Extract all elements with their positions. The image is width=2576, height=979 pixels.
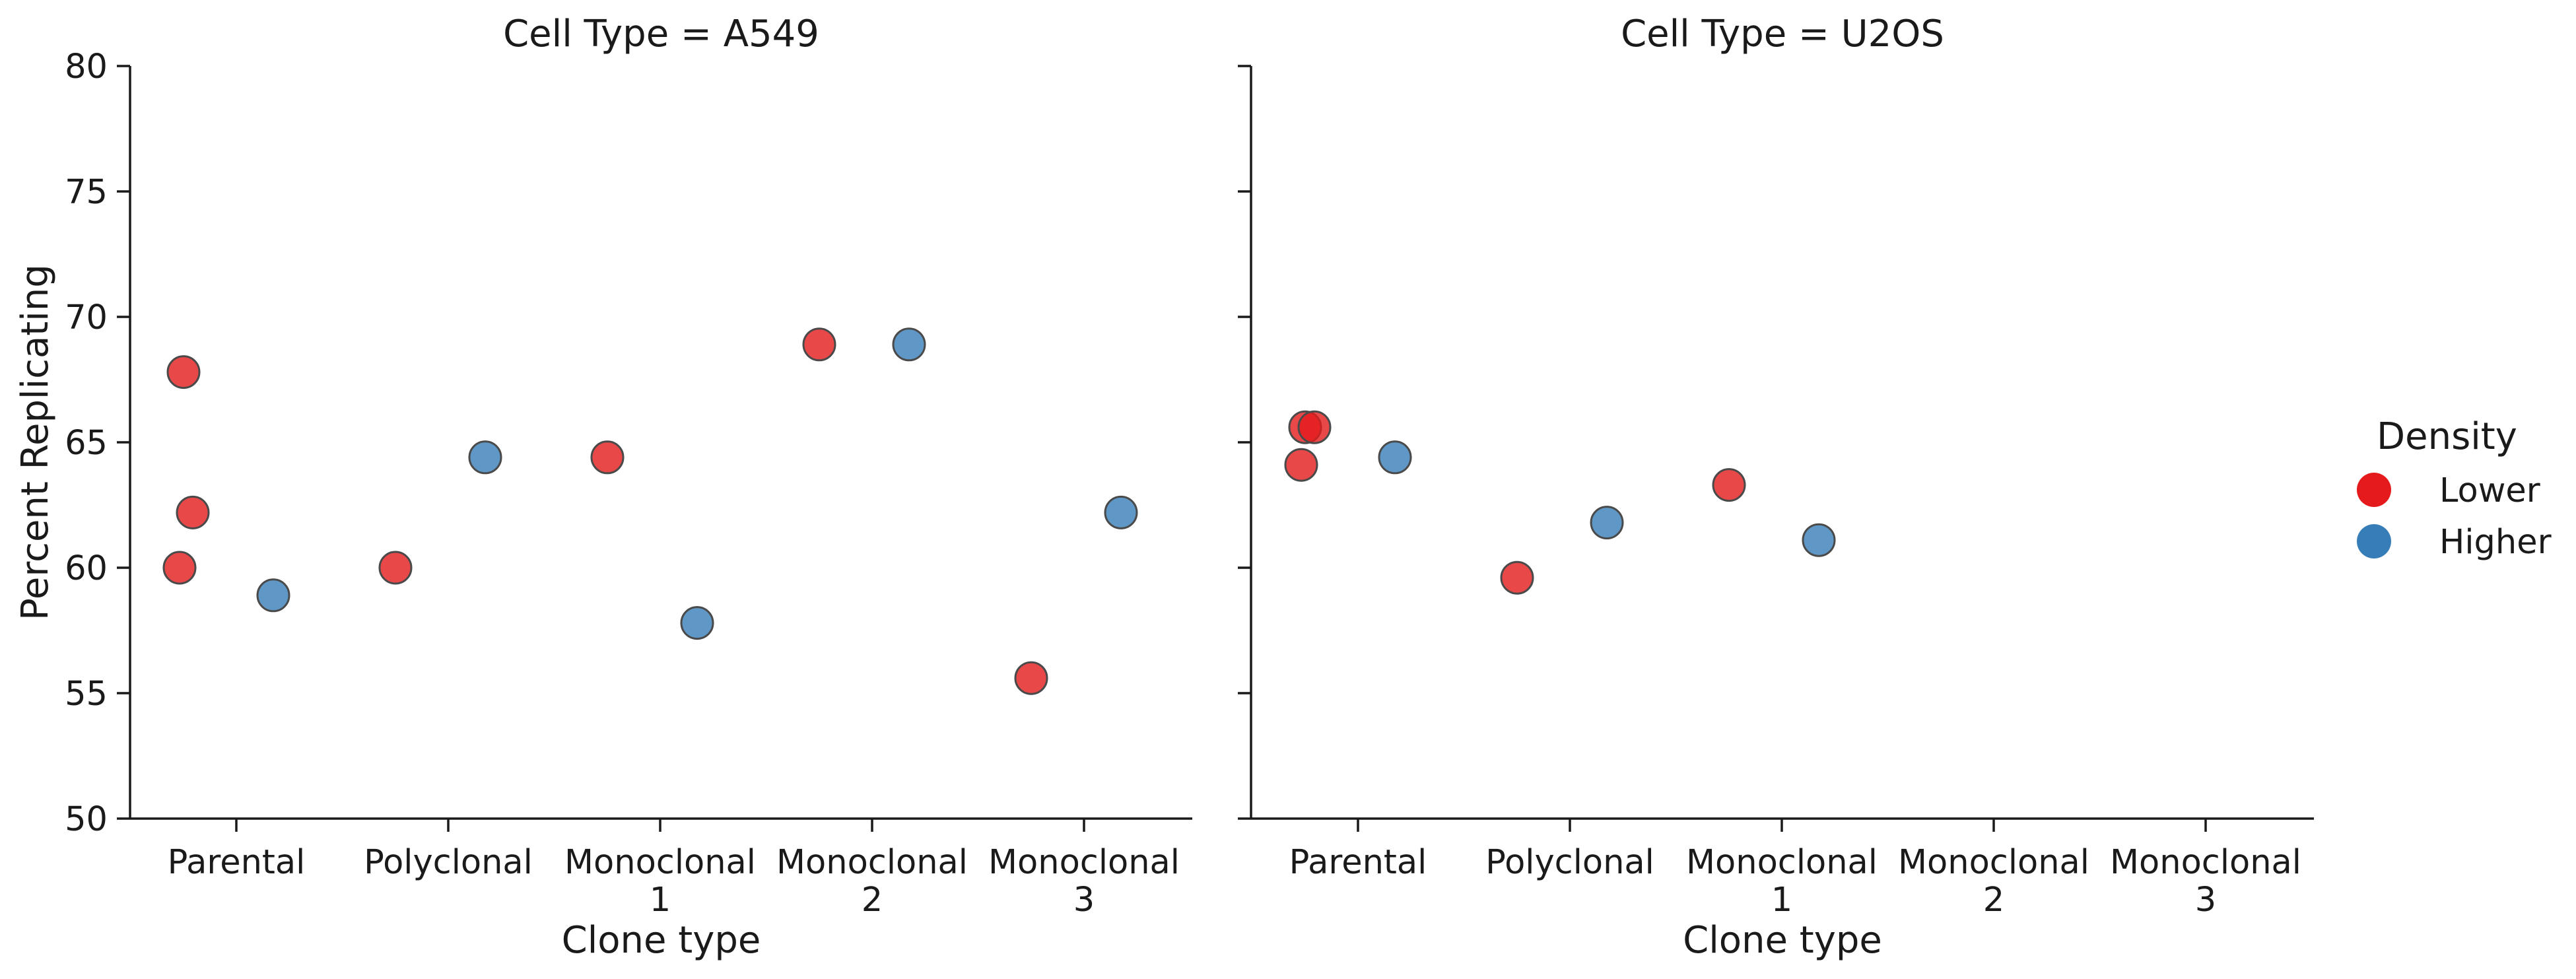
y-tick-label: 55 [65, 675, 108, 714]
data-point-higher [680, 606, 714, 640]
x-tick-label: 3 [2195, 881, 2216, 920]
x-tick-label: 1 [1771, 881, 1792, 920]
data-point-lower [1014, 661, 1048, 695]
y-axis-label: Percent Replicating [14, 264, 57, 621]
x-tick-label: Parental [1289, 843, 1427, 882]
data-point-higher [256, 578, 290, 613]
x-tick-label: Monoclonal [2110, 843, 2301, 882]
x-tick-label: Parental [168, 843, 306, 882]
x-tick-label: 2 [1983, 881, 2004, 920]
x-tick-label: Monoclonal [1898, 843, 2089, 882]
data-point-higher [1590, 506, 1624, 540]
legend-title: Density [2377, 415, 2517, 458]
x-tick-label: Monoclonal [776, 843, 968, 882]
data-point-higher [892, 327, 926, 362]
data-point-higher [1104, 495, 1138, 529]
legend-marker-lower [2357, 473, 2391, 507]
legend-label: Lower [2439, 471, 2540, 510]
data-point-lower [1284, 448, 1318, 482]
y-tick-label: 65 [65, 424, 108, 463]
data-point-lower [590, 440, 625, 475]
data-point-lower [166, 355, 201, 389]
legend-marker-higher [2357, 524, 2391, 558]
panel-title: Cell Type = A549 [503, 13, 819, 55]
data-point-lower [378, 551, 413, 585]
data-point-higher [468, 440, 502, 475]
x-tick-label: 1 [650, 881, 671, 920]
data-point-lower [1500, 560, 1534, 595]
x-tick-label: Monoclonal [564, 843, 756, 882]
data-point-higher [1802, 523, 1836, 557]
x-tick-label: 2 [862, 881, 883, 920]
data-point-higher [1378, 440, 1412, 475]
data-point-lower [176, 495, 210, 529]
x-axis-label: Clone type [562, 919, 761, 962]
x-tick-label: 3 [1073, 881, 1095, 920]
y-tick-label: 80 [65, 48, 108, 86]
data-point-lower [1297, 410, 1332, 444]
y-tick-label: 75 [65, 173, 108, 212]
y-tick-label: 70 [65, 298, 108, 337]
y-tick-label: 50 [65, 800, 108, 839]
y-tick-label: 60 [65, 549, 108, 588]
legend-label: Higher [2439, 523, 2552, 562]
data-point-lower [162, 551, 197, 585]
x-tick-label: Monoclonal [1686, 843, 1878, 882]
data-point-lower [802, 327, 836, 362]
panel-title: Cell Type = U2OS [1621, 13, 1944, 55]
x-tick-label: Monoclonal [988, 843, 1180, 882]
data-point-lower [1712, 468, 1746, 502]
x-tick-label: Polyclonal [1485, 843, 1654, 882]
x-axis-label: Clone type [1683, 919, 1882, 962]
x-tick-label: Polyclonal [364, 843, 533, 882]
